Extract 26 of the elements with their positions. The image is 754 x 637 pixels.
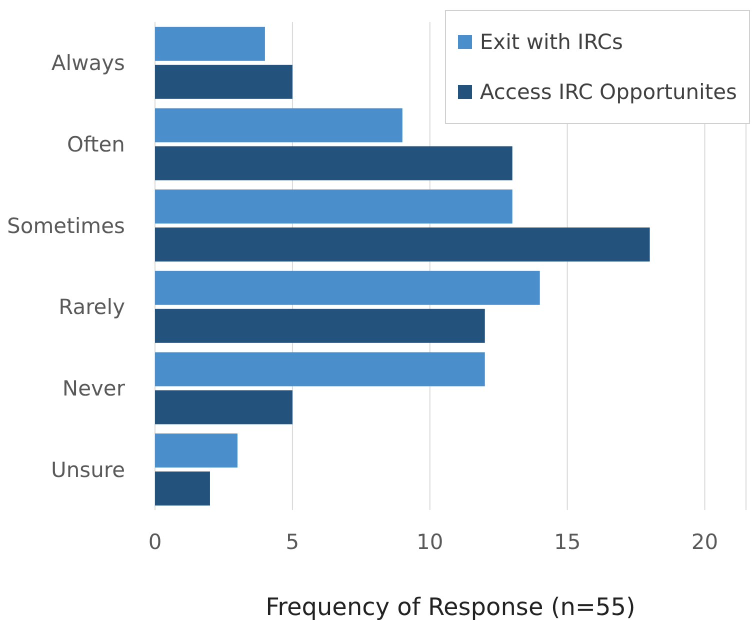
y-tick-label: Always	[51, 51, 125, 76]
bar	[155, 472, 210, 506]
legend-label: Exit with IRCs	[480, 30, 623, 54]
bar	[155, 146, 512, 180]
x-tick-label: 10	[416, 530, 444, 554]
bar	[155, 352, 485, 386]
x-axis-title: Frequency of Response (n=55)	[266, 593, 636, 621]
bar	[155, 434, 238, 468]
bar	[155, 270, 540, 305]
y-tick-label: Never	[62, 376, 126, 400]
x-tick-label: 0	[148, 530, 162, 554]
x-tick-label: 15	[554, 530, 581, 554]
bar	[155, 108, 402, 142]
bar	[155, 308, 485, 343]
bar	[155, 390, 292, 424]
x-tick-label: 5	[286, 530, 300, 554]
bar	[155, 26, 265, 61]
legend-label: Access IRC Opportunites	[480, 80, 737, 104]
y-tick-label: Unsure	[50, 458, 125, 482]
bar	[155, 64, 292, 99]
bar	[155, 228, 650, 262]
y-tick-label: Often	[66, 132, 125, 156]
y-tick-label: Sometimes	[7, 214, 125, 238]
bar	[155, 190, 512, 224]
x-tick-label: 20	[691, 530, 718, 554]
y-tick-label: Rarely	[58, 295, 125, 320]
